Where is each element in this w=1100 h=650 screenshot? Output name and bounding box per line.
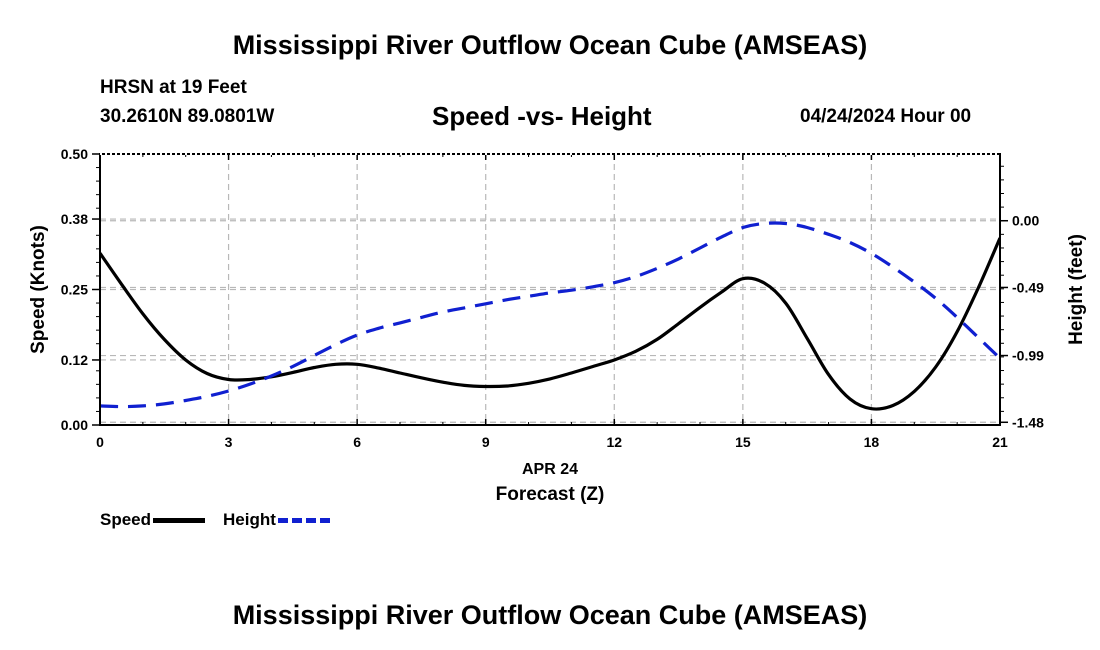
- y-left-axis-title: Speed (Knots): [28, 225, 49, 354]
- y-right-tick-label: -0.49: [1012, 279, 1044, 295]
- legend: Speed Height: [100, 510, 348, 530]
- y-right-axis-title: Height (feet): [1066, 234, 1087, 345]
- station-coordinates: 30.2610N 89.0801W: [100, 106, 275, 127]
- x-axis-title: Forecast (Z): [496, 484, 605, 505]
- x-tick-label: 21: [992, 434, 1008, 450]
- speed-series-line: [100, 237, 1000, 411]
- x-tick-label: 0: [96, 434, 104, 450]
- main-title: Mississippi River Outflow Ocean Cube (AM…: [232, 30, 868, 60]
- y-right-tick-label: -1.48: [1012, 414, 1044, 430]
- x-tick-label: 9: [482, 434, 490, 450]
- legend-height-swatch: [277, 517, 330, 523]
- y-left-tick-label: 0.12: [61, 352, 88, 368]
- y-right-tick-label: -0.99: [1012, 348, 1044, 364]
- height-series-line: [100, 221, 1000, 409]
- x-tick-label: 12: [606, 434, 622, 450]
- y-left-tick-label: 0.25: [61, 282, 88, 298]
- legend-height-label: Height: [223, 510, 276, 529]
- footer-title: Mississippi River Outflow Ocean Cube (AM…: [232, 600, 868, 630]
- x-tick-label: 15: [735, 434, 751, 450]
- legend-speed-swatch: [153, 517, 206, 523]
- x-tick-label: 18: [864, 434, 880, 450]
- y-left-tick-label: 0.00: [61, 417, 88, 433]
- legend-speed-label: Speed: [100, 510, 152, 529]
- station-label: HRSN at 19 Feet: [100, 77, 247, 98]
- x-tick-label: 6: [353, 434, 361, 450]
- y-left-tick-label: 0.50: [61, 146, 88, 162]
- chart-subtitle: Speed -vs- Height: [432, 101, 652, 131]
- x-axis-date-label: APR 24: [522, 461, 578, 478]
- y-left-tick-label: 0.38: [61, 211, 88, 227]
- x-tick-label: 3: [225, 434, 233, 450]
- y-right-tick-label: 0.00: [1012, 213, 1039, 229]
- forecast-datetime: 04/24/2024 Hour 00: [800, 106, 972, 127]
